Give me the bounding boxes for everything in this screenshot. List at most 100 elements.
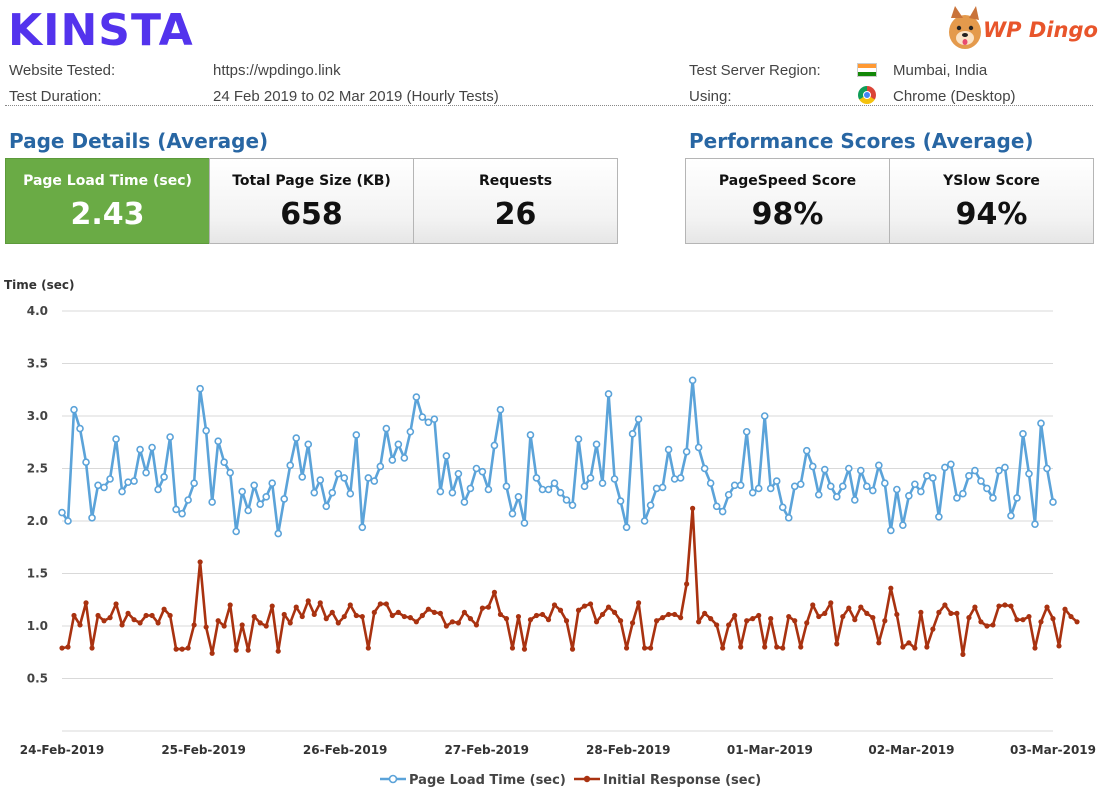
data-point bbox=[550, 479, 559, 487]
card-label: Total Page Size (KB) bbox=[232, 173, 391, 189]
data-point bbox=[923, 472, 931, 480]
data-point bbox=[167, 612, 173, 619]
data-point bbox=[112, 435, 120, 443]
data-point bbox=[995, 466, 1003, 475]
data-point bbox=[646, 501, 655, 510]
data-point bbox=[412, 393, 421, 401]
data-point bbox=[623, 645, 630, 651]
data-point bbox=[1002, 602, 1008, 608]
data-point bbox=[802, 446, 811, 455]
data-point bbox=[678, 615, 684, 621]
data-point bbox=[605, 604, 612, 610]
data-point bbox=[76, 424, 84, 433]
chrome-icon bbox=[858, 86, 876, 104]
data-point bbox=[792, 618, 798, 624]
data-point bbox=[750, 616, 756, 622]
duration-value: 24 Feb 2019 to 02 Mar 2019 (Hourly Tests… bbox=[213, 88, 499, 105]
data-point bbox=[485, 604, 492, 610]
data-point bbox=[137, 620, 143, 626]
data-point bbox=[88, 514, 96, 522]
data-point bbox=[983, 484, 991, 493]
data-point bbox=[712, 502, 721, 511]
data-point bbox=[377, 601, 383, 607]
data-point bbox=[1043, 464, 1051, 473]
data-point bbox=[82, 458, 90, 466]
data-point bbox=[1007, 511, 1015, 520]
data-point bbox=[94, 481, 102, 490]
data-point bbox=[508, 509, 517, 518]
data-point bbox=[670, 475, 679, 483]
data-point bbox=[760, 412, 769, 420]
data-point bbox=[575, 607, 582, 613]
data-point bbox=[912, 645, 918, 651]
data-point bbox=[232, 527, 240, 536]
data-point bbox=[858, 604, 864, 610]
data-point bbox=[557, 607, 564, 613]
legend-marker bbox=[388, 774, 398, 784]
data-point bbox=[491, 589, 498, 595]
data-point bbox=[65, 644, 71, 650]
y-tick-label: 3.0 bbox=[27, 409, 48, 423]
data-point bbox=[708, 616, 714, 622]
data-point bbox=[292, 434, 301, 442]
data-point bbox=[756, 612, 762, 619]
data-point bbox=[581, 603, 588, 609]
data-point bbox=[714, 622, 720, 628]
data-point bbox=[77, 622, 83, 628]
series-page-load-time bbox=[58, 376, 1057, 538]
data-point bbox=[844, 464, 853, 473]
data-point bbox=[840, 613, 846, 620]
data-point bbox=[280, 495, 289, 503]
y-tick-label: 3.5 bbox=[27, 357, 48, 371]
data-point bbox=[1038, 619, 1044, 625]
data-point bbox=[834, 641, 840, 647]
data-point bbox=[101, 618, 107, 624]
data-point bbox=[125, 610, 131, 616]
data-point bbox=[214, 437, 222, 445]
data-point bbox=[244, 506, 252, 515]
data-point bbox=[268, 479, 277, 487]
data-point bbox=[959, 489, 967, 498]
data-point bbox=[406, 427, 415, 436]
data-point bbox=[672, 611, 678, 618]
data-point bbox=[160, 473, 168, 481]
region-value: Mumbai, India bbox=[893, 62, 988, 79]
x-tick-label: 01-Mar-2019 bbox=[727, 743, 813, 757]
data-point bbox=[634, 415, 643, 423]
series-initial-response bbox=[59, 505, 1080, 657]
data-point bbox=[95, 612, 101, 619]
data-point bbox=[238, 487, 246, 496]
data-point bbox=[310, 488, 319, 497]
data-point bbox=[966, 615, 972, 621]
data-point bbox=[203, 624, 209, 630]
data-point bbox=[766, 484, 775, 493]
data-point bbox=[774, 644, 780, 650]
data-point bbox=[100, 483, 108, 492]
data-point bbox=[846, 605, 852, 611]
data-point bbox=[196, 384, 204, 393]
data-point bbox=[736, 481, 745, 490]
data-point bbox=[780, 645, 786, 651]
data-point bbox=[1056, 643, 1062, 649]
data-point bbox=[942, 602, 948, 608]
data-point bbox=[599, 611, 606, 618]
data-point bbox=[107, 615, 113, 621]
card-value: 98% bbox=[751, 197, 824, 232]
data-point bbox=[262, 493, 271, 501]
region-label: Test Server Region: bbox=[689, 62, 821, 79]
data-point bbox=[220, 458, 228, 466]
data-point bbox=[556, 488, 565, 497]
data-point bbox=[647, 645, 654, 651]
data-point bbox=[640, 517, 649, 525]
legend-item: Page Load Time (sec) bbox=[380, 773, 566, 788]
data-point bbox=[562, 496, 571, 504]
data-point bbox=[154, 485, 162, 494]
data-point bbox=[298, 473, 307, 481]
data-point bbox=[197, 559, 203, 565]
data-point bbox=[635, 600, 642, 606]
data-point bbox=[744, 618, 750, 624]
data-point bbox=[768, 616, 774, 622]
load-time-chart: Time (sec) 0.5 1.0 1.5 2.0 2.5 3.0 3.5 4.0 24-F… bbox=[4, 278, 1096, 788]
data-point bbox=[702, 610, 708, 616]
data-point bbox=[748, 488, 757, 497]
